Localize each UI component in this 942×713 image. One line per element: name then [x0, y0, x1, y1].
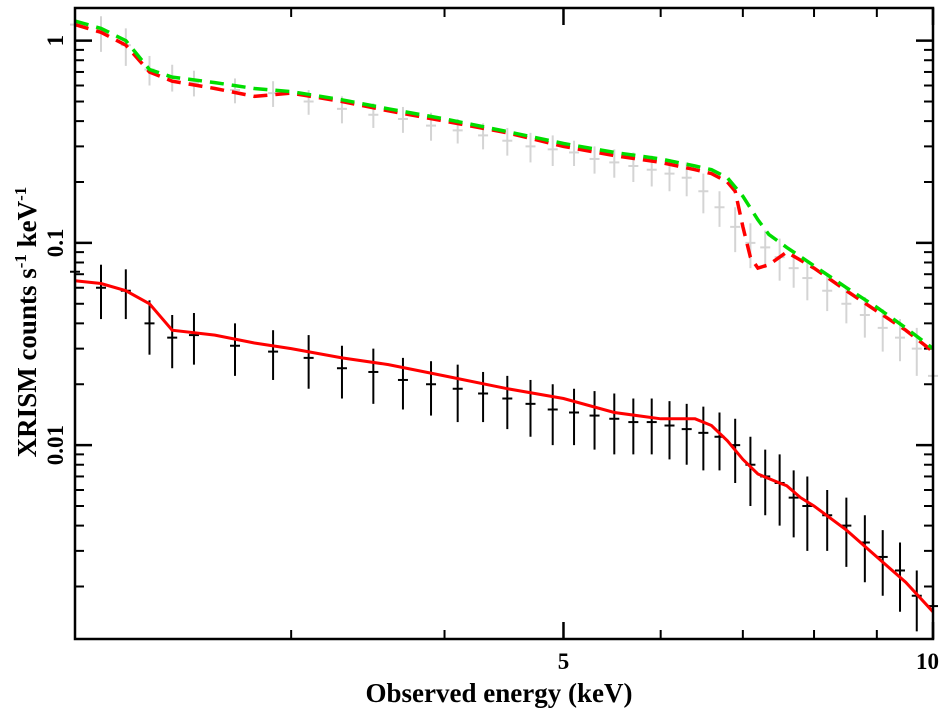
y-axis-title: XRISM counts s-1 keV-1 — [11, 187, 42, 458]
upper-model-absorbed-line — [74, 22, 935, 353]
upper-spectrum-data — [70, 8, 938, 404]
plot-frame — [73, 6, 935, 641]
y-axis-title-unit: keV — [12, 200, 42, 247]
x-tick-labels: 5 10 — [558, 649, 939, 674]
x-tick-label: 5 — [558, 649, 570, 674]
lower-spectrum-data — [70, 250, 938, 639]
y-axis-title-sup1: -1 — [11, 254, 30, 268]
y-axis-title-space — [12, 247, 42, 254]
y-axis-title-main: XRISM counts s — [12, 268, 42, 457]
y-tick-label: 1 — [43, 35, 68, 47]
lower-model-line — [74, 279, 935, 613]
minor-ticks — [75, 8, 933, 639]
major-ticks — [75, 8, 935, 639]
x-axis-title: Observed energy (keV) — [366, 678, 633, 708]
upper-model-continuum-line — [74, 19, 935, 350]
x-tick-label: 10 — [916, 649, 939, 674]
y-axis-title-sup2: -1 — [11, 187, 30, 201]
y-tick-labels: 1 0.1 0.01 — [43, 35, 68, 465]
y-tick-label: 0.1 — [43, 229, 68, 258]
y-tick-label: 0.01 — [43, 425, 68, 465]
